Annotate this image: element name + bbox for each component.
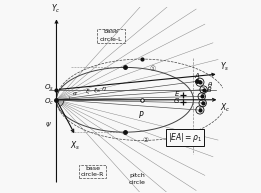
- Text: ①: ①: [150, 66, 156, 72]
- Text: 1: 1: [198, 80, 201, 85]
- Text: $O_s$: $O_s$: [44, 83, 54, 93]
- Text: circle-R: circle-R: [81, 172, 104, 177]
- Text: $X_c$: $X_c$: [220, 101, 231, 114]
- Text: $\xi$: $\xi$: [85, 87, 91, 96]
- Text: $\psi$: $\psi$: [45, 120, 52, 129]
- Text: $\eta$: $\eta$: [101, 85, 107, 93]
- Text: $X_s$: $X_s$: [70, 139, 81, 152]
- Text: circle-L: circle-L: [100, 37, 122, 41]
- Text: $Y_c$: $Y_c$: [51, 2, 60, 15]
- Text: ②: ②: [142, 137, 149, 143]
- Text: $B$: $B$: [206, 85, 213, 94]
- Text: $P$: $P$: [138, 109, 145, 120]
- Text: $\xi_w$: $\xi_w$: [93, 86, 101, 95]
- Text: $Y_s$: $Y_s$: [220, 61, 229, 73]
- Text: 3: 3: [200, 94, 203, 99]
- Text: $|EA|=\rho_1$: $|EA|=\rho_1$: [168, 131, 202, 144]
- Text: pitch: pitch: [129, 173, 145, 178]
- Text: $\theta$: $\theta$: [207, 80, 213, 89]
- Text: 4: 4: [201, 101, 204, 106]
- Text: base: base: [104, 29, 118, 34]
- Text: 5: 5: [198, 108, 201, 113]
- Text: $A$: $A$: [194, 71, 201, 80]
- Text: circle: circle: [128, 180, 145, 185]
- Text: $E$: $E$: [174, 89, 180, 98]
- Text: 2: 2: [202, 87, 205, 92]
- Bar: [97, 30, 125, 43]
- Text: base: base: [85, 166, 100, 171]
- Text: $\alpha$: $\alpha$: [72, 90, 78, 97]
- Text: $G$: $G$: [173, 96, 180, 105]
- Text: $O_c$: $O_c$: [44, 96, 54, 107]
- Bar: [79, 165, 106, 178]
